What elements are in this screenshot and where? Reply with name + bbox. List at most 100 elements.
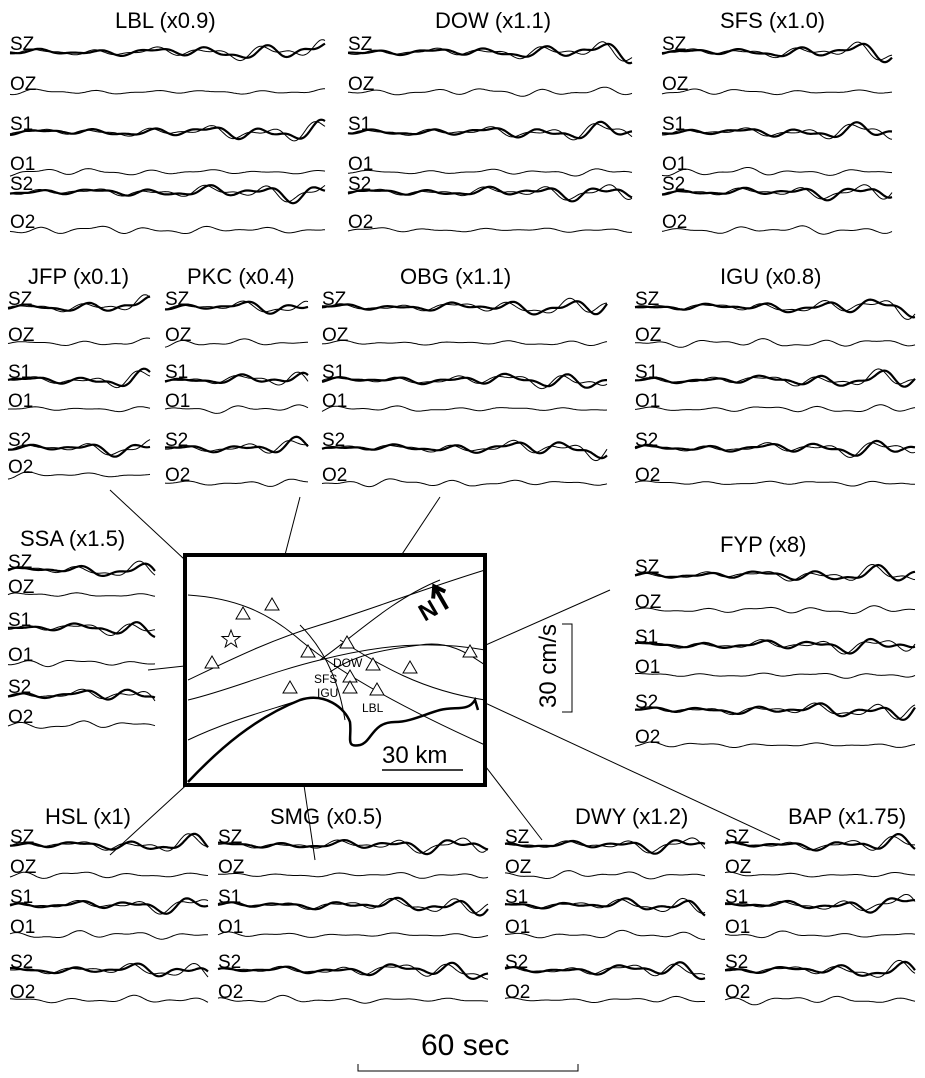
waveform-overlay-s2	[7, 439, 151, 456]
waveform-trace-s2	[725, 960, 916, 977]
waveform-trace-o2	[321, 478, 608, 488]
waveform-trace-oz	[661, 88, 893, 96]
waveform-trace-oz	[7, 337, 151, 347]
waveform-overlay-s2	[504, 963, 706, 977]
fault-line	[187, 594, 486, 746]
waveform-trace-o1	[321, 405, 608, 412]
station-triangle-icon	[264, 597, 280, 611]
channel-label-o2: O2	[8, 707, 33, 728]
waveform-overlay-s1	[9, 121, 326, 142]
waveform-overlay-sz	[724, 835, 915, 851]
panel-title: SFS (x1.0)	[720, 8, 825, 33]
waveform-trace-sz	[504, 839, 706, 855]
coastline	[187, 696, 480, 783]
station-triangle-icon	[342, 680, 358, 694]
waveform-trace-s2	[9, 962, 209, 978]
connector-fyp	[469, 589, 611, 653]
waveform-overlay-s1	[164, 371, 309, 386]
waveform-trace-oz	[164, 338, 308, 348]
amplitude-scale: 30 cm/s	[535, 623, 573, 713]
waveform-overlay-s1	[725, 894, 916, 912]
waveform-overlay-sz	[7, 294, 151, 313]
waveform-trace-o2	[217, 994, 489, 1004]
waveform-overlay-s2	[634, 442, 916, 458]
waveform-trace-oz	[635, 338, 916, 348]
panel-title: JFP (x0.1)	[28, 264, 129, 289]
waveform-trace-s1	[347, 120, 633, 140]
station-triangle-icon	[369, 682, 385, 696]
channel-label-o2: O2	[635, 465, 660, 486]
panel-title: BAP (x1.75)	[788, 804, 906, 829]
waveform-trace-sz	[9, 42, 326, 59]
waveform-trace-s2	[347, 185, 633, 203]
channel-label-oz: OZ	[662, 74, 689, 95]
station-map: DOW SFS IGU LBL N 30 km	[183, 553, 487, 787]
waveform-overlay-s1	[217, 897, 489, 914]
waveform-overlay-sz	[10, 39, 326, 62]
waveform-trace-sz	[322, 300, 608, 316]
waveform-trace-o1	[7, 660, 156, 668]
waveform-trace-o2	[7, 720, 156, 729]
waveform-trace-s1	[7, 367, 151, 388]
channel-label-o1: O1	[505, 917, 530, 938]
channel-label-oz: OZ	[218, 857, 245, 878]
waveform-overlay-sz	[634, 563, 916, 582]
waveform-overlay-sz	[504, 837, 706, 854]
waveform-trace-o1	[661, 167, 893, 177]
waveform-trace-s2	[321, 441, 608, 460]
waveform-trace-o2	[7, 471, 151, 480]
channel-label-oz: OZ	[8, 325, 35, 346]
map-label-dow: DOW	[333, 656, 363, 670]
amplitude-scale-label: 30 cm/s	[535, 624, 562, 708]
waveform-trace-o1	[9, 930, 208, 940]
channel-label-s1: S1	[8, 362, 31, 383]
waveform-overlay-sz	[347, 41, 633, 62]
waveform-trace-s1	[9, 897, 209, 915]
waveform-overlay-sz	[321, 297, 608, 314]
map-frame	[183, 553, 487, 787]
waveform-trace-o2	[9, 225, 326, 234]
channel-label-oz: OZ	[725, 857, 752, 878]
channel-label-o2: O2	[10, 982, 35, 1003]
channel-label-oz: OZ	[635, 325, 662, 346]
waveform-trace-o1	[9, 168, 326, 177]
epicenter-star-icon	[220, 628, 242, 649]
waveform-overlay-s1	[504, 897, 706, 914]
panel-title: DOW (x1.1)	[435, 8, 551, 33]
waveform-trace-o2	[724, 995, 916, 1006]
map-label-igu: IGU	[317, 686, 338, 700]
station-triangle-icon	[282, 680, 298, 694]
waveform-overlay-s2	[321, 439, 608, 462]
waveform-overlay-s1	[662, 123, 893, 140]
waveform-trace-oz	[724, 871, 916, 878]
channel-label-sz: SZ	[348, 34, 373, 55]
waveform-overlay-s2	[165, 440, 309, 454]
waveform-trace-o1	[634, 404, 916, 413]
waveform-trace-o1	[217, 931, 489, 938]
channel-label-oz: OZ	[635, 592, 662, 613]
time-scale: 60 sec	[357, 1029, 579, 1072]
waveform-trace-oz	[504, 870, 706, 880]
waveform-trace-oz	[347, 86, 633, 97]
channel-label-sz: SZ	[635, 289, 660, 310]
waveform-overlay-s1	[321, 375, 608, 390]
channel-label-s1: S1	[662, 114, 685, 135]
channel-label-o2: O2	[505, 982, 530, 1003]
waveform-trace-sz	[7, 295, 151, 312]
waveform-trace-o2	[634, 480, 915, 487]
channel-label-s2: S2	[725, 952, 748, 973]
waveform-trace-sz	[661, 42, 893, 64]
panel-title: FYP (x8)	[720, 532, 806, 557]
waveform-trace-o1	[7, 406, 151, 413]
channel-label-o1: O1	[725, 917, 750, 938]
time-scale-bar	[357, 1064, 579, 1072]
waveform-trace-oz	[7, 592, 156, 597]
